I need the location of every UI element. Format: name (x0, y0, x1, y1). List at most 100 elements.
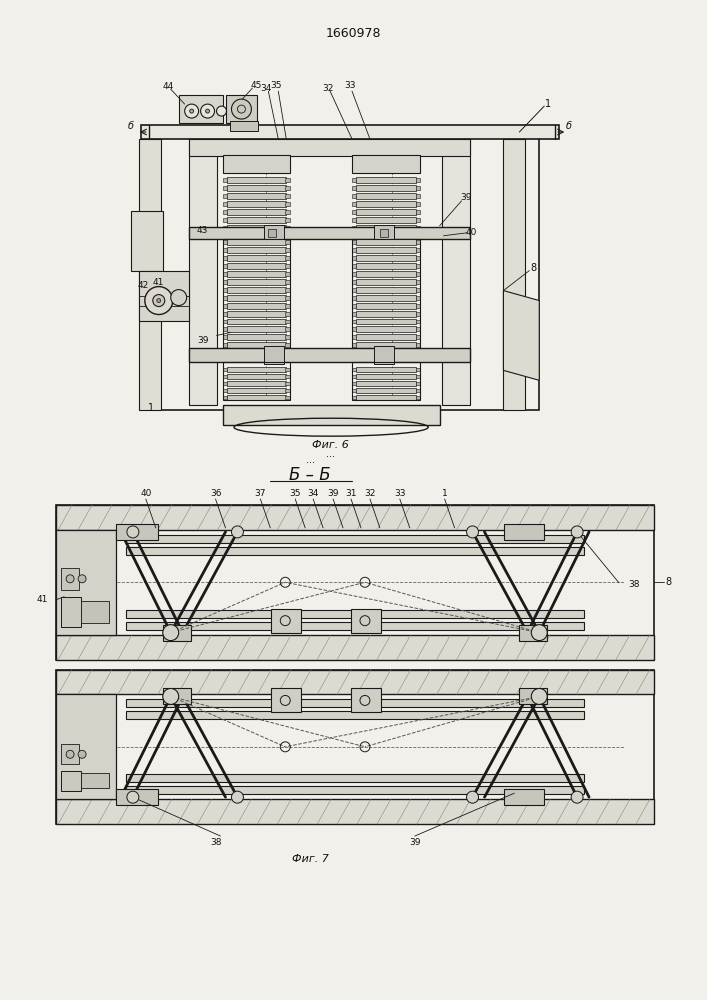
Bar (352, 178, 357, 182)
Bar (56, 505, 654, 530)
Bar (61, 771, 81, 791)
Text: 39: 39 (327, 489, 339, 498)
Bar (352, 248, 357, 252)
Bar (126, 547, 584, 555)
Circle shape (467, 791, 479, 803)
Bar (285, 194, 291, 198)
Bar (356, 209, 416, 215)
Text: 43: 43 (197, 226, 209, 235)
Circle shape (66, 750, 74, 758)
Bar (81, 601, 109, 623)
Text: 36: 36 (210, 489, 221, 498)
Circle shape (231, 99, 252, 119)
Bar (226, 367, 286, 372)
Bar (415, 368, 420, 371)
Circle shape (206, 109, 209, 113)
Bar (223, 320, 228, 323)
Text: 38: 38 (210, 838, 221, 847)
Bar (285, 202, 291, 206)
Bar (352, 320, 357, 323)
Bar (415, 264, 420, 268)
Bar (415, 389, 420, 392)
Bar (415, 256, 420, 260)
Bar (271, 609, 301, 633)
Text: 8: 8 (666, 577, 672, 587)
Bar (356, 374, 416, 379)
Bar (81, 773, 109, 788)
Bar (352, 155, 420, 173)
Text: 39: 39 (460, 193, 472, 202)
Bar (351, 688, 381, 712)
Bar (352, 186, 357, 190)
Bar (352, 368, 357, 371)
Text: 1660978: 1660978 (325, 27, 381, 40)
Bar (126, 610, 584, 618)
Bar (116, 524, 158, 540)
Text: 42: 42 (137, 281, 148, 290)
Text: 41: 41 (37, 595, 48, 604)
Bar (126, 535, 584, 543)
Bar (285, 240, 291, 244)
Text: 34: 34 (261, 84, 272, 93)
Text: 1: 1 (148, 403, 154, 413)
Bar (285, 396, 291, 399)
Bar (415, 240, 420, 244)
Bar (356, 395, 416, 400)
Bar (415, 194, 420, 198)
Bar (352, 272, 357, 276)
Circle shape (185, 104, 199, 118)
Bar (226, 201, 286, 207)
Bar (226, 381, 286, 386)
Bar (352, 280, 357, 284)
Bar (356, 326, 416, 332)
Bar (285, 210, 291, 214)
Bar (352, 210, 357, 214)
Bar (352, 327, 357, 331)
Text: 37: 37 (255, 489, 266, 498)
Bar (223, 389, 228, 392)
Bar (226, 247, 286, 253)
Bar (352, 202, 357, 206)
Bar (189, 139, 216, 405)
Bar (223, 296, 228, 300)
Bar (352, 389, 357, 392)
Bar (56, 530, 116, 635)
Bar (226, 225, 286, 231)
Text: 34: 34 (308, 489, 319, 498)
Text: 33: 33 (344, 81, 356, 90)
Bar (223, 382, 228, 385)
Bar (285, 248, 291, 252)
Bar (285, 288, 291, 292)
Bar (223, 155, 291, 173)
Bar (352, 239, 420, 348)
Circle shape (157, 299, 160, 303)
Bar (285, 186, 291, 190)
Bar (223, 335, 228, 339)
Bar (356, 185, 416, 191)
Text: 33: 33 (394, 489, 406, 498)
Bar (356, 247, 416, 253)
Bar (226, 303, 286, 309)
Text: 32: 32 (322, 84, 334, 93)
Bar (356, 201, 416, 207)
Bar (356, 311, 416, 317)
Bar (223, 272, 228, 276)
Bar (352, 218, 357, 222)
Circle shape (170, 290, 187, 306)
Text: 39: 39 (409, 838, 421, 847)
Circle shape (78, 575, 86, 583)
Text: 8: 8 (530, 263, 537, 273)
Text: 31: 31 (345, 489, 357, 498)
Bar (223, 343, 228, 347)
Bar (230, 121, 258, 131)
Bar (415, 396, 420, 399)
Bar (223, 327, 228, 331)
Bar (352, 362, 420, 400)
Bar (352, 226, 357, 230)
Bar (223, 405, 440, 425)
Bar (226, 326, 286, 332)
Bar (223, 226, 228, 230)
Bar (356, 239, 416, 245)
Bar (271, 688, 301, 712)
Text: 44: 44 (162, 82, 173, 91)
